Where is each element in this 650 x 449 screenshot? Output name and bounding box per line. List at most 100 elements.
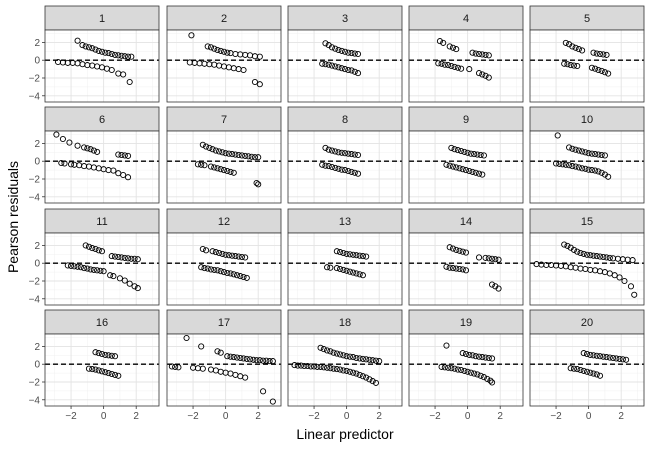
residual-point — [627, 283, 635, 290]
residual-point — [579, 165, 586, 172]
x-tick-label: 0 — [223, 411, 229, 422]
residual-point — [356, 355, 363, 362]
residual-point — [240, 355, 247, 362]
residual-point — [203, 143, 210, 150]
residual-point — [596, 353, 604, 360]
residual-point — [469, 168, 476, 175]
residual-point — [175, 364, 182, 371]
residual-point — [445, 364, 452, 371]
residual-point — [466, 167, 473, 175]
residual-point — [603, 51, 610, 58]
facet-strip-label: 13 — [339, 216, 351, 228]
residual-point — [351, 169, 358, 176]
residual-point — [199, 365, 206, 372]
residual-point — [435, 60, 442, 67]
residual-point — [335, 64, 342, 71]
residual-point — [102, 49, 109, 56]
residual-point — [579, 47, 586, 54]
residual-point — [209, 146, 216, 153]
residual-point — [98, 248, 106, 255]
residual-point — [111, 51, 119, 58]
panel-border — [529, 232, 645, 306]
residual-point — [333, 248, 340, 255]
residual-point — [582, 165, 589, 172]
facet-strip — [166, 309, 282, 335]
y-tick-label: −2 — [29, 277, 41, 288]
residual-point — [456, 165, 463, 172]
residual-point — [115, 253, 122, 261]
residual-point — [115, 151, 122, 158]
residual-point — [472, 353, 479, 360]
residual-point — [596, 50, 604, 58]
residual-point — [111, 371, 119, 378]
residual-point — [482, 51, 489, 58]
residual-point — [53, 131, 60, 138]
residual-point — [574, 248, 581, 255]
residual-point — [353, 354, 360, 362]
residual-point — [214, 348, 221, 355]
residual-point — [120, 171, 127, 179]
residual-point — [441, 61, 448, 68]
residual-point — [84, 145, 91, 152]
residual-point — [108, 50, 115, 58]
residual-point — [256, 81, 263, 88]
residual-point — [269, 358, 276, 365]
residual-point — [461, 367, 468, 374]
residual-point — [92, 366, 99, 373]
x-tick-label: 2 — [497, 411, 503, 422]
residual-point — [317, 363, 324, 370]
residual-point — [269, 398, 276, 405]
residual-point — [345, 66, 352, 74]
residual-point — [256, 53, 263, 60]
facet-strip — [44, 106, 160, 132]
residual-point — [229, 252, 236, 259]
residual-point — [341, 150, 349, 157]
residual-point — [569, 43, 576, 50]
facet-panel-2: 2 — [166, 5, 282, 103]
residual-point — [134, 256, 141, 263]
residual-point — [85, 365, 93, 372]
residual-point — [376, 358, 383, 365]
residual-point — [327, 365, 334, 372]
panel-border — [44, 333, 160, 407]
residual-point — [74, 263, 81, 270]
facet-strip — [529, 106, 645, 132]
residual-point — [579, 148, 586, 155]
residual-point — [600, 353, 607, 360]
facet-strip-label: 7 — [221, 114, 227, 126]
residual-point — [304, 362, 311, 370]
residual-point — [446, 264, 453, 271]
residual-point — [479, 354, 486, 361]
residual-point — [131, 255, 138, 262]
residual-point — [451, 63, 458, 70]
residual-point — [71, 263, 78, 270]
panel-border — [287, 232, 403, 306]
residual-point — [593, 352, 600, 359]
x-tick-label: 2 — [133, 411, 139, 422]
residual-point — [240, 66, 247, 74]
residual-point — [485, 52, 492, 59]
residual-point — [449, 163, 457, 170]
residual-point — [198, 264, 205, 271]
residual-point — [332, 45, 339, 52]
residual-point — [201, 265, 208, 272]
residual-point — [328, 147, 336, 154]
facet-strip-label: 12 — [218, 216, 230, 228]
residual-point — [351, 68, 358, 75]
residual-point — [64, 262, 71, 269]
residual-point — [242, 374, 249, 381]
residual-point — [459, 350, 466, 357]
residual-point — [341, 167, 349, 174]
panel-border — [166, 232, 282, 306]
residual-point — [567, 365, 574, 372]
facet-strip — [529, 5, 645, 31]
facet-strip — [408, 208, 524, 234]
residual-point — [561, 60, 568, 67]
residual-point — [451, 365, 458, 372]
residual-point — [456, 265, 463, 273]
residual-point — [345, 150, 352, 157]
panel-background — [530, 30, 644, 102]
panel-border — [44, 130, 160, 204]
residual-point — [168, 363, 175, 370]
residual-point — [105, 370, 112, 377]
